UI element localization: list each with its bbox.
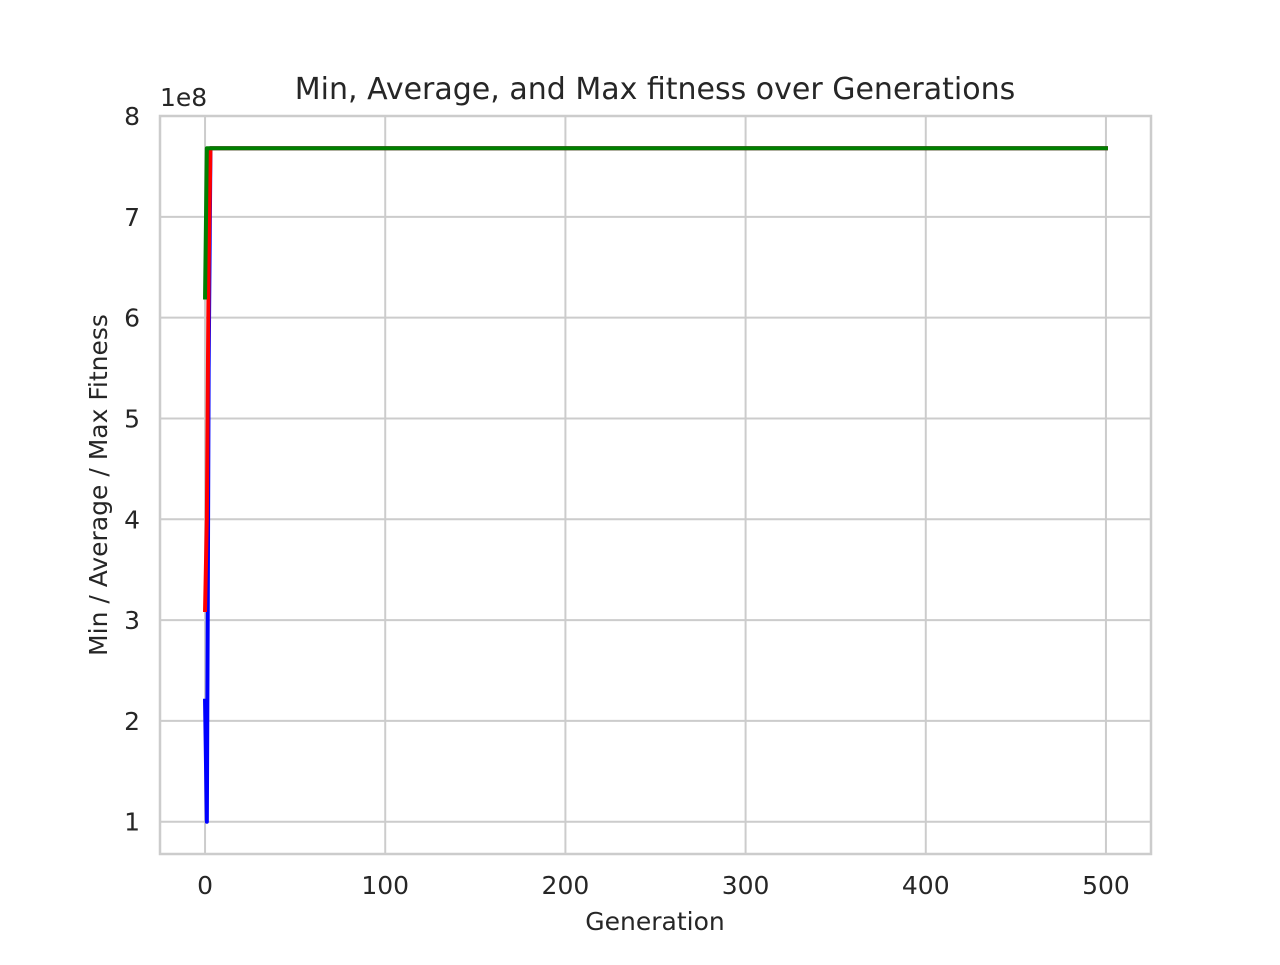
x-tick-labels: 0 100 200 300 400 500 — [197, 871, 1130, 900]
y-tick-label: 2 — [124, 707, 140, 736]
x-tick-label: 100 — [361, 871, 409, 900]
y-tick-label: 1 — [124, 808, 140, 837]
chart-title: Min, Average, and Max fitness over Gener… — [295, 72, 1015, 107]
y-tick-label: 7 — [124, 203, 140, 232]
y-tick-labels: 1 2 3 4 5 6 7 8 — [124, 102, 140, 837]
x-axis-label: Generation — [585, 907, 724, 936]
x-tick-label: 500 — [1082, 871, 1130, 900]
x-tick-label: 200 — [542, 871, 590, 900]
y-tick-label: 5 — [124, 404, 140, 433]
y-tick-label: 3 — [124, 606, 140, 635]
y-tick-label: 4 — [124, 505, 140, 534]
plot-frame — [158, 114, 1153, 856]
x-tick-label: 300 — [722, 871, 770, 900]
x-tick-label: 0 — [197, 871, 213, 900]
y-offset-label: 1e8 — [160, 83, 207, 112]
y-tick-label: 6 — [124, 304, 140, 333]
x-tick-label: 400 — [902, 871, 950, 900]
grid-lines — [160, 115, 1151, 854]
y-tick-label: 8 — [124, 102, 140, 131]
series-lines — [203, 146, 1108, 824]
series-line — [203, 146, 1108, 300]
y-axis-label: Min / Average / Max Fitness — [84, 314, 113, 656]
